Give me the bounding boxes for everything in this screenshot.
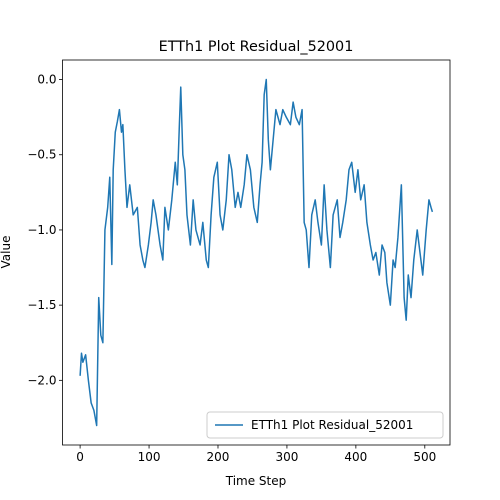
chart-title: ETTh1 Plot Residual_52001 bbox=[159, 39, 354, 55]
x-axis-label: Time Step bbox=[225, 474, 287, 488]
y-tick-label: −2.0 bbox=[27, 373, 56, 387]
plot-frame bbox=[62, 59, 451, 446]
y-tick-label: −0.5 bbox=[27, 148, 56, 162]
y-tick-label: −1.5 bbox=[27, 298, 56, 312]
legend-box bbox=[206, 411, 444, 439]
y-axis-label: Value bbox=[0, 236, 13, 269]
x-tick-label: 0 bbox=[76, 450, 84, 464]
y-tick-label: −1.0 bbox=[27, 223, 56, 237]
data-line bbox=[79, 78, 434, 427]
x-tick-label: 200 bbox=[207, 450, 230, 464]
x-tick-label: 400 bbox=[344, 450, 367, 464]
x-tick-label: 100 bbox=[138, 450, 161, 464]
x-tick-label: 500 bbox=[413, 450, 436, 464]
y-tick-label: 0.0 bbox=[37, 73, 56, 87]
x-tick-label: 300 bbox=[275, 450, 298, 464]
legend-label: ETTh1 Plot Residual_52001 bbox=[251, 418, 413, 432]
